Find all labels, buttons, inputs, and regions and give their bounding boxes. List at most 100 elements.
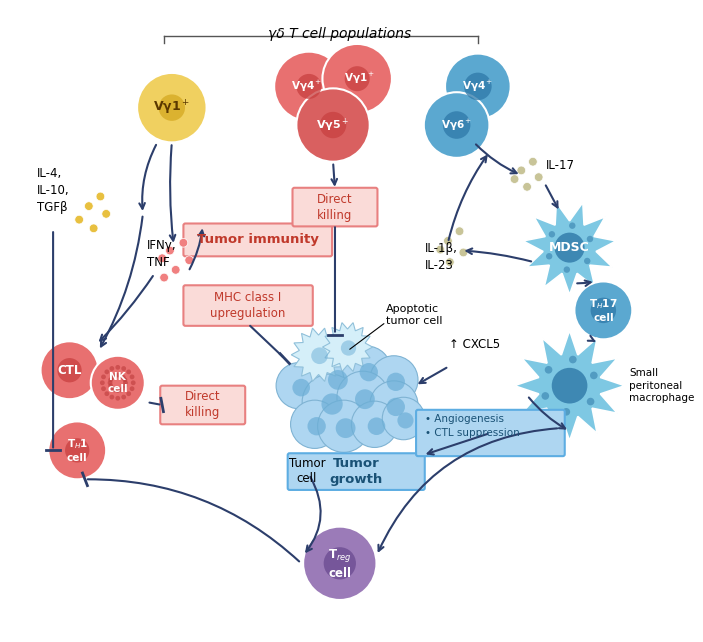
Circle shape bbox=[370, 356, 418, 404]
Text: T$_H$17
cell: T$_H$17 cell bbox=[589, 297, 618, 324]
FancyBboxPatch shape bbox=[183, 285, 313, 326]
Circle shape bbox=[534, 173, 543, 182]
Circle shape bbox=[336, 418, 356, 438]
Circle shape bbox=[297, 74, 321, 99]
Circle shape bbox=[115, 388, 120, 393]
Text: Vγ5$^+$: Vγ5$^+$ bbox=[316, 116, 349, 134]
Circle shape bbox=[352, 401, 398, 447]
Circle shape bbox=[569, 356, 576, 363]
Circle shape bbox=[290, 400, 339, 448]
Circle shape bbox=[129, 374, 134, 379]
Circle shape bbox=[307, 417, 325, 435]
Circle shape bbox=[158, 254, 167, 263]
Circle shape bbox=[118, 388, 123, 392]
Circle shape bbox=[303, 526, 377, 600]
Polygon shape bbox=[291, 328, 346, 381]
Circle shape bbox=[105, 369, 109, 374]
Circle shape bbox=[368, 417, 385, 435]
Circle shape bbox=[115, 396, 120, 401]
Circle shape bbox=[341, 340, 356, 356]
Circle shape bbox=[49, 421, 106, 480]
Circle shape bbox=[321, 394, 343, 415]
Circle shape bbox=[574, 281, 632, 340]
Circle shape bbox=[397, 412, 413, 428]
Circle shape bbox=[179, 238, 188, 247]
Circle shape bbox=[121, 375, 126, 379]
Circle shape bbox=[337, 371, 389, 423]
Text: T$_{reg}$
cell: T$_{reg}$ cell bbox=[328, 547, 352, 580]
Text: Tumor
growth: Tumor growth bbox=[330, 457, 383, 486]
Circle shape bbox=[123, 380, 128, 385]
Circle shape bbox=[323, 44, 392, 114]
Text: ↑ CXCL5: ↑ CXCL5 bbox=[449, 338, 500, 351]
Circle shape bbox=[110, 395, 115, 399]
Text: MDSC: MDSC bbox=[549, 241, 590, 254]
Circle shape bbox=[75, 215, 84, 224]
Circle shape bbox=[121, 386, 126, 391]
Circle shape bbox=[311, 347, 328, 364]
Circle shape bbox=[310, 352, 362, 404]
Text: Vγ1$^+$: Vγ1$^+$ bbox=[344, 71, 375, 86]
Circle shape bbox=[552, 368, 588, 404]
Circle shape bbox=[122, 366, 126, 371]
Circle shape bbox=[297, 89, 370, 162]
Circle shape bbox=[41, 342, 98, 399]
Circle shape bbox=[185, 256, 193, 265]
Circle shape bbox=[166, 246, 174, 255]
FancyBboxPatch shape bbox=[416, 410, 565, 456]
Circle shape bbox=[127, 369, 131, 374]
Text: CTL: CTL bbox=[58, 364, 82, 377]
Text: Vγ6$^+$: Vγ6$^+$ bbox=[441, 117, 472, 133]
Circle shape bbox=[115, 372, 120, 377]
Circle shape bbox=[58, 358, 82, 383]
Circle shape bbox=[122, 395, 126, 399]
Circle shape bbox=[541, 392, 549, 400]
Circle shape bbox=[84, 202, 93, 211]
Text: γδ T cell populations: γδ T cell populations bbox=[268, 26, 411, 40]
Polygon shape bbox=[515, 331, 625, 441]
Circle shape bbox=[100, 380, 105, 385]
Circle shape bbox=[101, 386, 106, 391]
Text: Direct
killing: Direct killing bbox=[185, 390, 221, 419]
Text: Vγ1$^+$: Vγ1$^+$ bbox=[153, 98, 191, 117]
Circle shape bbox=[564, 266, 570, 273]
Circle shape bbox=[455, 227, 464, 236]
Text: IL-17: IL-17 bbox=[546, 159, 574, 172]
Circle shape bbox=[112, 373, 117, 378]
Circle shape bbox=[108, 377, 113, 382]
Circle shape bbox=[584, 258, 591, 265]
Circle shape bbox=[344, 66, 370, 91]
Circle shape bbox=[292, 379, 310, 396]
Circle shape bbox=[122, 377, 127, 382]
Polygon shape bbox=[323, 323, 373, 372]
Circle shape bbox=[464, 73, 491, 100]
Circle shape bbox=[102, 209, 110, 218]
Circle shape bbox=[562, 408, 570, 415]
Circle shape bbox=[382, 397, 425, 440]
Text: Tumor
cell: Tumor cell bbox=[289, 457, 325, 485]
Circle shape bbox=[302, 374, 358, 430]
Circle shape bbox=[65, 438, 89, 462]
Circle shape bbox=[436, 245, 444, 254]
Circle shape bbox=[91, 356, 145, 410]
Text: IFNγ,
TNF: IFNγ, TNF bbox=[147, 239, 176, 270]
Circle shape bbox=[89, 224, 98, 232]
Circle shape bbox=[137, 73, 207, 143]
Circle shape bbox=[529, 157, 537, 166]
Text: Apoptotic
tumor cell: Apoptotic tumor cell bbox=[386, 304, 443, 326]
Circle shape bbox=[387, 398, 405, 416]
Circle shape bbox=[276, 363, 323, 409]
Text: Tumor immunity: Tumor immunity bbox=[197, 234, 318, 247]
Circle shape bbox=[548, 231, 555, 238]
Circle shape bbox=[110, 366, 115, 371]
Circle shape bbox=[510, 175, 519, 184]
Text: • Angiogenesis
• CTL suppression: • Angiogenesis • CTL suppression bbox=[425, 414, 520, 438]
Circle shape bbox=[587, 236, 593, 242]
Circle shape bbox=[129, 386, 134, 391]
Circle shape bbox=[108, 380, 112, 385]
Circle shape bbox=[445, 53, 510, 119]
Circle shape bbox=[122, 383, 127, 388]
Circle shape bbox=[355, 389, 375, 409]
Circle shape bbox=[342, 346, 391, 394]
Circle shape bbox=[523, 182, 531, 191]
